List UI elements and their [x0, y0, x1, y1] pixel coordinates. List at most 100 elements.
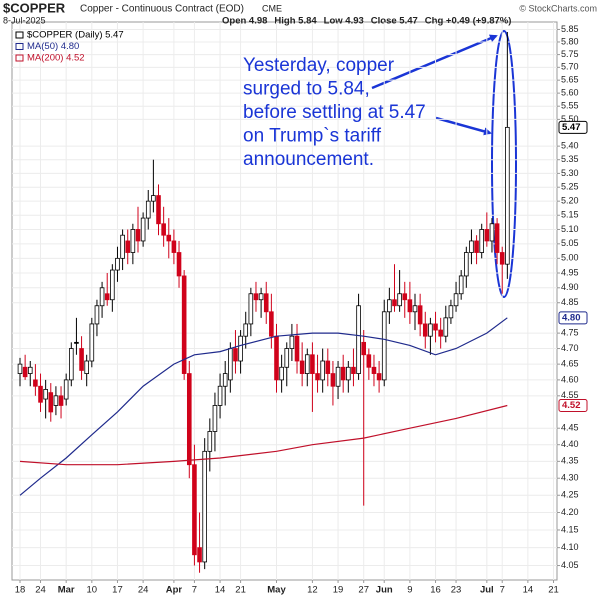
- credit: © StockCharts.com: [519, 3, 597, 13]
- annotation-text: Yesterday, copper: [243, 55, 395, 76]
- candle-body: [110, 269, 115, 301]
- candle-body: [325, 360, 331, 374]
- y-tick-label: 5.55: [561, 101, 579, 111]
- candle-body: [222, 373, 228, 387]
- x-tick-label: 19: [333, 585, 344, 596]
- candle-body: [310, 354, 315, 374]
- x-tick-label: 17: [112, 585, 123, 596]
- candle-body: [27, 366, 33, 374]
- x-tick-label: Jul: [480, 585, 494, 596]
- x-tick-label: 18: [15, 585, 26, 596]
- x-tick-label: 24: [138, 585, 149, 596]
- candle-body: [63, 379, 69, 400]
- y-tick-label: 4.35: [561, 456, 579, 466]
- candle-body: [289, 335, 295, 349]
- candle-body: [125, 240, 131, 253]
- x-tick-label: May: [267, 585, 286, 596]
- candle-body: [479, 229, 484, 253]
- x-tick-label: Mar: [58, 585, 75, 596]
- y-tick-label: 5.60: [561, 88, 579, 98]
- x-tick-label: 23: [451, 585, 462, 596]
- candle-body: [176, 252, 182, 277]
- candle-body: [197, 547, 202, 563]
- candle-body: [299, 360, 305, 374]
- candle-body: [58, 395, 64, 406]
- y-tick-label: 4.45: [561, 423, 579, 433]
- candle-body: [171, 240, 177, 253]
- x-tick-label: 10: [87, 585, 98, 596]
- candle-body: [248, 293, 254, 325]
- quote-item: Chg +0.49 (+9.87%): [425, 16, 512, 27]
- candle-body: [412, 305, 418, 313]
- candle-body: [130, 229, 136, 253]
- candle-body: [458, 275, 464, 295]
- y-tick-label: 5.00: [561, 253, 579, 263]
- price-marker-box: [558, 311, 588, 325]
- candle-body: [151, 195, 156, 202]
- x-tick-label: 7: [500, 585, 505, 596]
- candle-body: [135, 229, 141, 242]
- y-tick-label: 4.90: [561, 282, 579, 292]
- candle-body: [443, 317, 449, 337]
- candle-body: [69, 348, 74, 381]
- legend-swatch: [15, 54, 24, 62]
- candle-body: [320, 360, 325, 381]
- candle-body: [469, 240, 474, 253]
- candle-body: [489, 223, 495, 242]
- candle-body: [484, 229, 490, 242]
- x-tick-label: Apr: [166, 585, 183, 596]
- y-tick-label: 5.05: [561, 238, 579, 248]
- candle-body: [253, 293, 259, 301]
- candle-body: [33, 379, 38, 387]
- plot-frame: [11, 21, 558, 581]
- price-marker-label: 5.47: [562, 122, 581, 133]
- annotation-text: on Trump`s tariff: [243, 126, 382, 147]
- y-tick-label: 5.40: [561, 141, 579, 151]
- y-tick-label: 4.40: [561, 439, 579, 449]
- x-tick-label: 27: [358, 585, 369, 596]
- legend-label: MA(50) 4.80: [27, 41, 79, 52]
- exchange: CME: [262, 3, 282, 13]
- candle-body: [407, 299, 413, 313]
- y-tick-label: 5.70: [561, 62, 579, 72]
- date: 8-Jul-2025: [3, 15, 46, 25]
- annotation-text: before settling at 5.47: [243, 102, 426, 123]
- candle-body: [228, 348, 233, 381]
- legend-swatch: [15, 43, 24, 50]
- candle-body: [74, 341, 79, 344]
- candle-body: [120, 234, 125, 259]
- candle-body: [115, 257, 120, 271]
- candle-body: [166, 234, 172, 242]
- candle-body: [381, 311, 387, 381]
- candle-body: [99, 287, 105, 307]
- x-tick-label: 7: [192, 585, 197, 596]
- y-tick-label: 5.25: [561, 182, 579, 192]
- candle-body: [17, 363, 23, 374]
- candle-body: [392, 299, 397, 307]
- candle-body: [494, 223, 500, 253]
- candle-body: [417, 305, 423, 325]
- candle-body: [376, 373, 382, 381]
- x-tick-label: 12: [307, 585, 318, 596]
- candle-body: [258, 293, 264, 301]
- legend-label: MA(200) 4.52: [27, 53, 85, 64]
- price-marker-box: [558, 398, 588, 412]
- candle-body: [356, 305, 361, 374]
- candle-body: [294, 335, 300, 362]
- candle-body: [161, 223, 166, 236]
- candle-body: [263, 293, 269, 313]
- price-marker-box: [558, 120, 588, 134]
- highlight-ellipse: [491, 30, 517, 298]
- candle-body: [279, 366, 284, 381]
- candle-body: [207, 431, 213, 452]
- quote-item: Close 5.47: [371, 16, 418, 27]
- candle-body: [371, 366, 377, 374]
- y-tick-label: 5.75: [561, 49, 579, 59]
- x-tick-label: 21: [235, 585, 246, 596]
- y-tick-label: 4.05: [561, 560, 579, 570]
- candle-body: [53, 395, 59, 406]
- x-tick-label: 21: [548, 585, 559, 596]
- y-tick-label: 5.85: [561, 24, 579, 34]
- quote-item: Low 4.93: [324, 16, 364, 27]
- y-tick-label: 5.20: [561, 196, 579, 206]
